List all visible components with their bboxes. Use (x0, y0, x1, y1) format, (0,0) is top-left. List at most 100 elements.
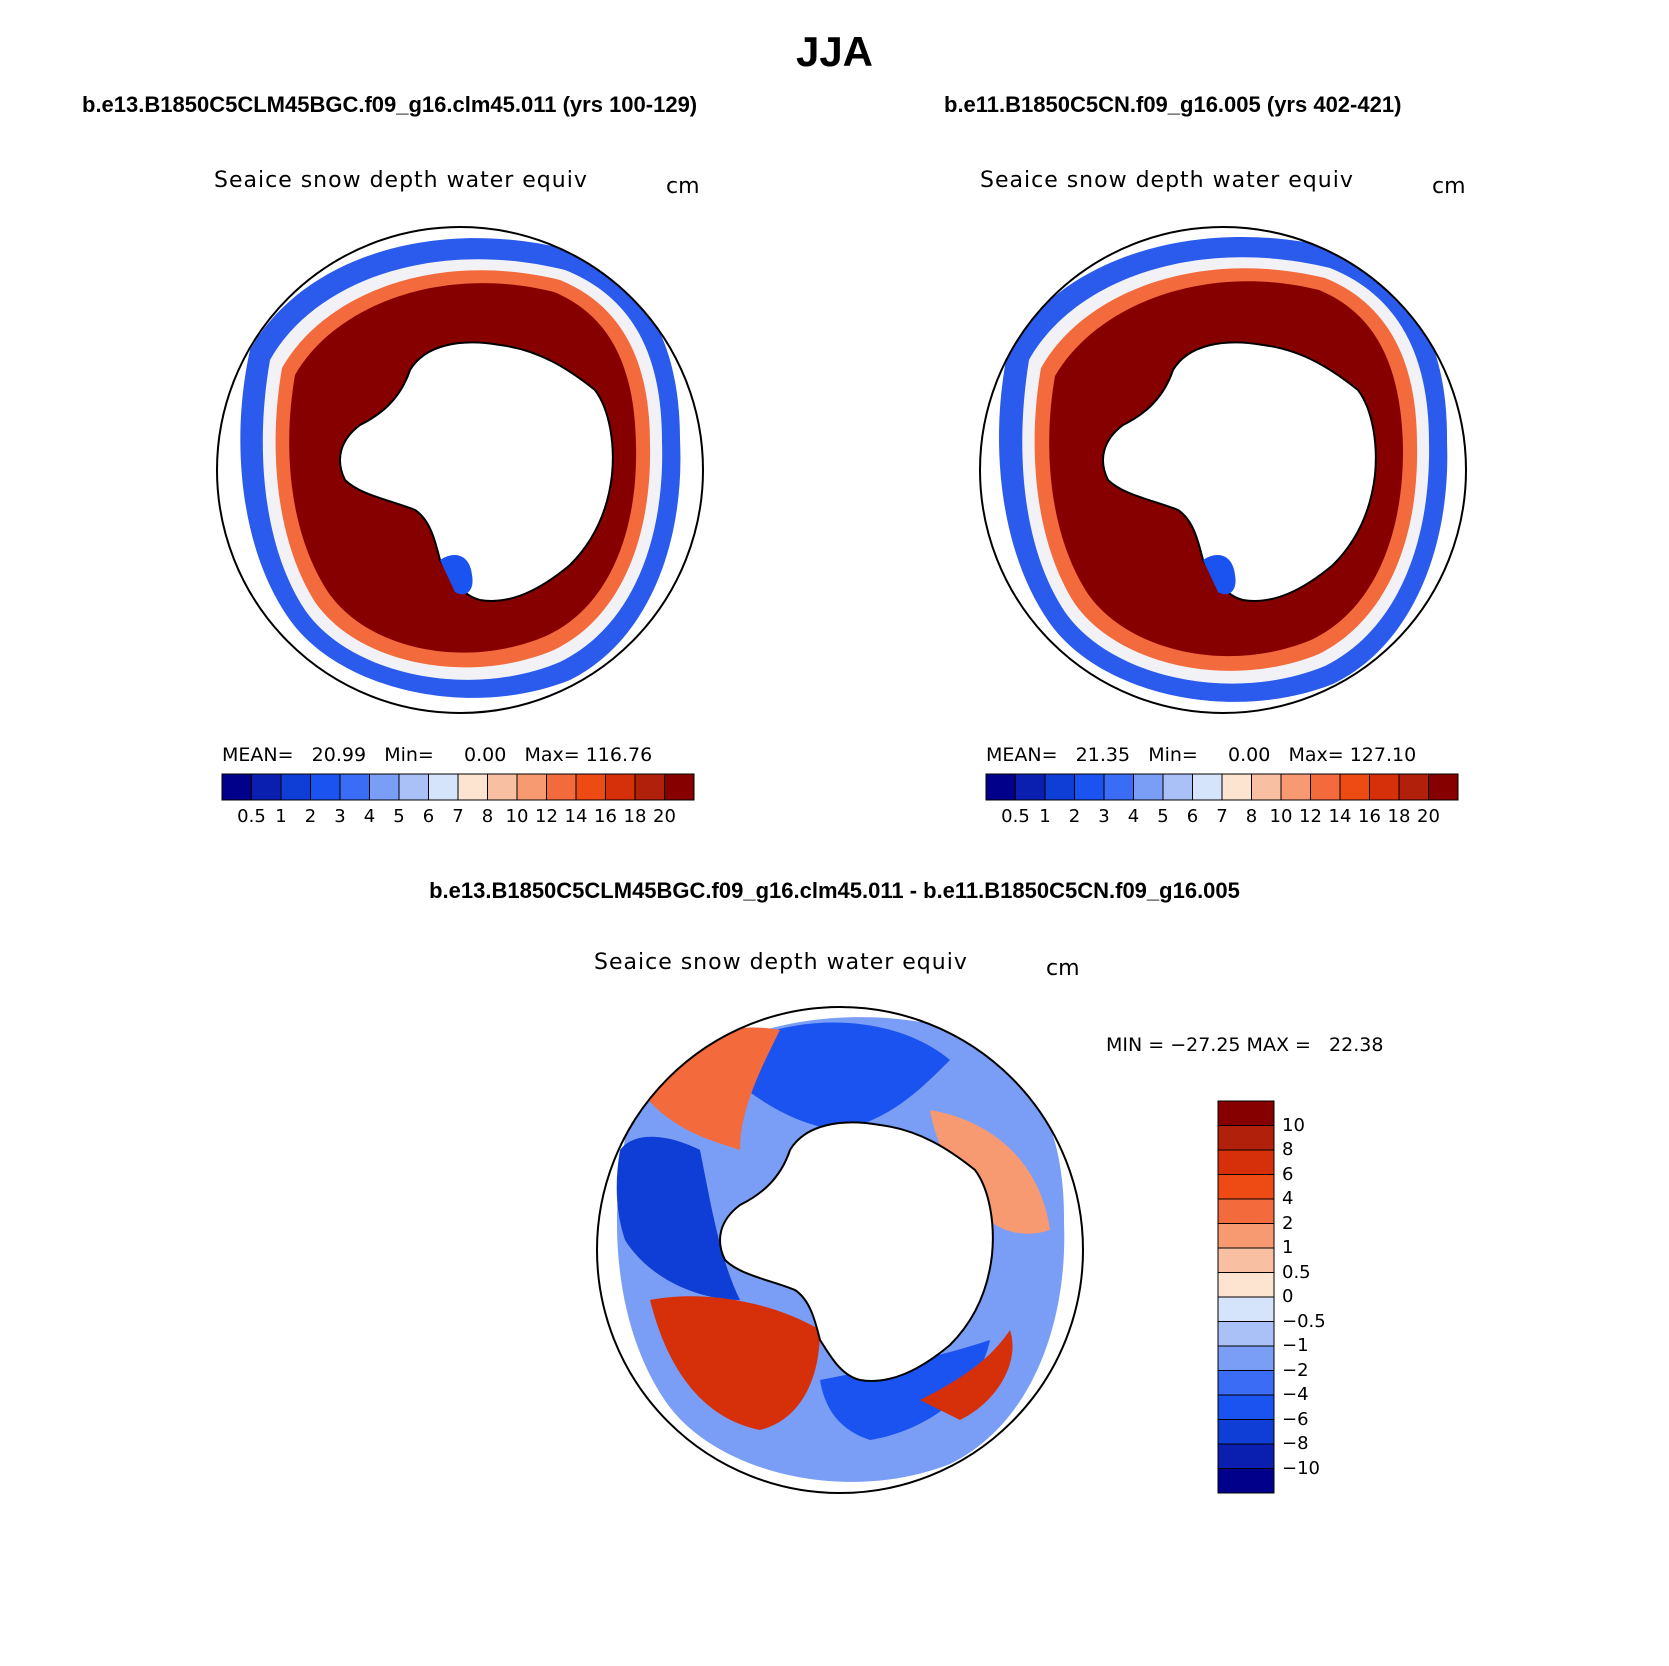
colorbar-tick-label: 0.5 (1282, 1261, 1311, 1283)
colorbar-tick-label: 4 (363, 806, 376, 827)
colorbar-swatch (546, 773, 577, 801)
colorbar-swatch (457, 773, 488, 801)
panel-right-stats: MEAN= 21.35 Min= 0.00 Max= 127.10 (986, 744, 1416, 766)
difference-polar-map (596, 1006, 1084, 1494)
min-value: 0.00 (464, 744, 507, 766)
colorbar-tick-label: 10 (1282, 1114, 1305, 1136)
colorbar-swatch (1310, 773, 1341, 801)
colorbar-swatch (575, 773, 606, 801)
colorbar-tick-label: −6 (1282, 1408, 1309, 1430)
colorbar-tick-label: −1 (1282, 1335, 1309, 1356)
colorbar-swatch (1217, 1345, 1275, 1371)
colorbar-swatch (1217, 1149, 1275, 1175)
colorbar-tick-label: 2 (1068, 806, 1081, 827)
colorbar-swatch (1428, 773, 1459, 801)
colorbar-swatch (1044, 773, 1075, 801)
colorbar-swatch (1217, 1370, 1275, 1396)
colorbar-tick-label: 12 (535, 806, 558, 827)
colorbar-swatch (310, 773, 341, 801)
colorbar-swatch (1221, 773, 1252, 801)
colorbar-tick-label: 3 (334, 806, 346, 827)
colorbar-tick-label: 18 (623, 806, 647, 827)
colorbar-swatch (1217, 1100, 1275, 1126)
colorbar-swatch (251, 773, 282, 801)
panel-left-stats: MEAN= 20.99 Min= 0.00 Max= 116.76 (222, 744, 652, 766)
colorbar-swatch (398, 773, 429, 801)
colorbar-tick-label: 5 (1157, 806, 1169, 827)
colorbar-swatch (1280, 773, 1311, 801)
colorbar-tick-label: 3 (1098, 806, 1110, 827)
difference-units: cm (1046, 956, 1080, 981)
colorbar-swatch (634, 773, 665, 801)
colorbar-swatch (1217, 1394, 1275, 1420)
colorbar-swatch (1217, 1125, 1275, 1151)
colorbar-swatch (1217, 1321, 1275, 1347)
colorbar-tick-label: 10 (505, 806, 529, 827)
panel-left-units: cm (666, 174, 700, 199)
colorbar-tick-label: 1 (1282, 1237, 1294, 1258)
colorbar-swatch (1217, 1468, 1275, 1494)
difference-variable-title: Seaice snow depth water equiv (594, 950, 968, 975)
colorbar-swatch (1217, 1419, 1275, 1445)
colorbar-tick-label: −10 (1282, 1457, 1320, 1479)
max-label: Max= (524, 744, 580, 766)
colorbar-swatch (1103, 773, 1134, 801)
panel-right-colorbar (985, 773, 1459, 801)
min-label: Min= (384, 744, 434, 766)
colorbar-tick-label: 0.5 (1001, 806, 1030, 827)
panel-left-colorbar-labels: 0.5 1 2 3 4 5 6 7 8 10 12 14 16 18 20 (222, 806, 694, 830)
max-value: 127.10 (1349, 744, 1417, 766)
min-value: 0.00 (1228, 744, 1271, 766)
panel-right-units: cm (1432, 174, 1466, 199)
colorbar-tick-label: 5 (393, 806, 405, 827)
colorbar-tick-label: 12 (1299, 806, 1322, 827)
colorbar-tick-label: −0.5 (1282, 1310, 1326, 1332)
colorbar-swatch (516, 773, 547, 801)
colorbar-swatch (664, 773, 695, 801)
colorbar-swatch (1398, 773, 1429, 801)
colorbar-tick-label: 16 (1358, 806, 1381, 827)
colorbar-tick-label: 8 (1245, 806, 1258, 827)
colorbar-tick-label: 14 (1328, 806, 1352, 827)
colorbar-tick-label: 1 (1039, 806, 1051, 827)
panel-left-colorbar (221, 773, 695, 801)
colorbar-tick-label: 10 (1269, 806, 1293, 827)
colorbar-swatch (1251, 773, 1282, 801)
colorbar-tick-label: 8 (481, 806, 494, 827)
colorbar-tick-label: 2 (304, 806, 317, 827)
colorbar-swatch (280, 773, 311, 801)
colorbar-swatch (1162, 773, 1193, 801)
max-value: 116.76 (585, 744, 653, 766)
colorbar-tick-label: 6 (1186, 806, 1199, 827)
colorbar-swatch (1369, 773, 1400, 801)
colorbar-tick-label: 20 (1417, 806, 1440, 827)
colorbar-tick-label: 7 (452, 806, 464, 827)
colorbar-swatch (1133, 773, 1164, 801)
colorbar-swatch (605, 773, 636, 801)
panel-right-polar-map (979, 226, 1467, 714)
colorbar-swatch (1192, 773, 1223, 801)
colorbar-tick-label: 7 (1216, 806, 1228, 827)
colorbar-swatch (985, 773, 1016, 801)
colorbar-swatch (1217, 1296, 1275, 1322)
colorbar-tick-label: 1 (275, 806, 287, 827)
difference-case-title: b.e13.B1850C5CLM45BGC.f09_g16.clm45.011 … (429, 878, 1240, 903)
panel-right-variable-title: Seaice snow depth water equiv (980, 168, 1354, 193)
colorbar-tick-label: 14 (564, 806, 588, 827)
colorbar-tick-label: 18 (1387, 806, 1411, 827)
colorbar-swatch (1217, 1198, 1275, 1224)
colorbar-tick-label: −4 (1282, 1384, 1309, 1405)
colorbar-swatch (1217, 1247, 1275, 1273)
panel-left-variable-title: Seaice snow depth water equiv (214, 168, 588, 193)
max-label: Max= (1288, 744, 1344, 766)
colorbar-tick-label: −8 (1282, 1433, 1309, 1454)
figure-title: JJA (795, 28, 874, 75)
colorbar-swatch (428, 773, 459, 801)
colorbar-swatch (1217, 1174, 1275, 1200)
mean-label: MEAN= (222, 744, 294, 766)
mean-value: 20.99 (311, 744, 367, 766)
panel-right-colorbar-labels: 0.5 1 2 3 4 5 6 7 8 10 12 14 16 18 20 (986, 806, 1458, 830)
panel-right-case-title: b.e11.B1850C5CN.f09_g16.005 (yrs 402-421… (944, 92, 1402, 117)
mean-label: MEAN= (986, 744, 1058, 766)
colorbar-swatch (1015, 773, 1046, 801)
